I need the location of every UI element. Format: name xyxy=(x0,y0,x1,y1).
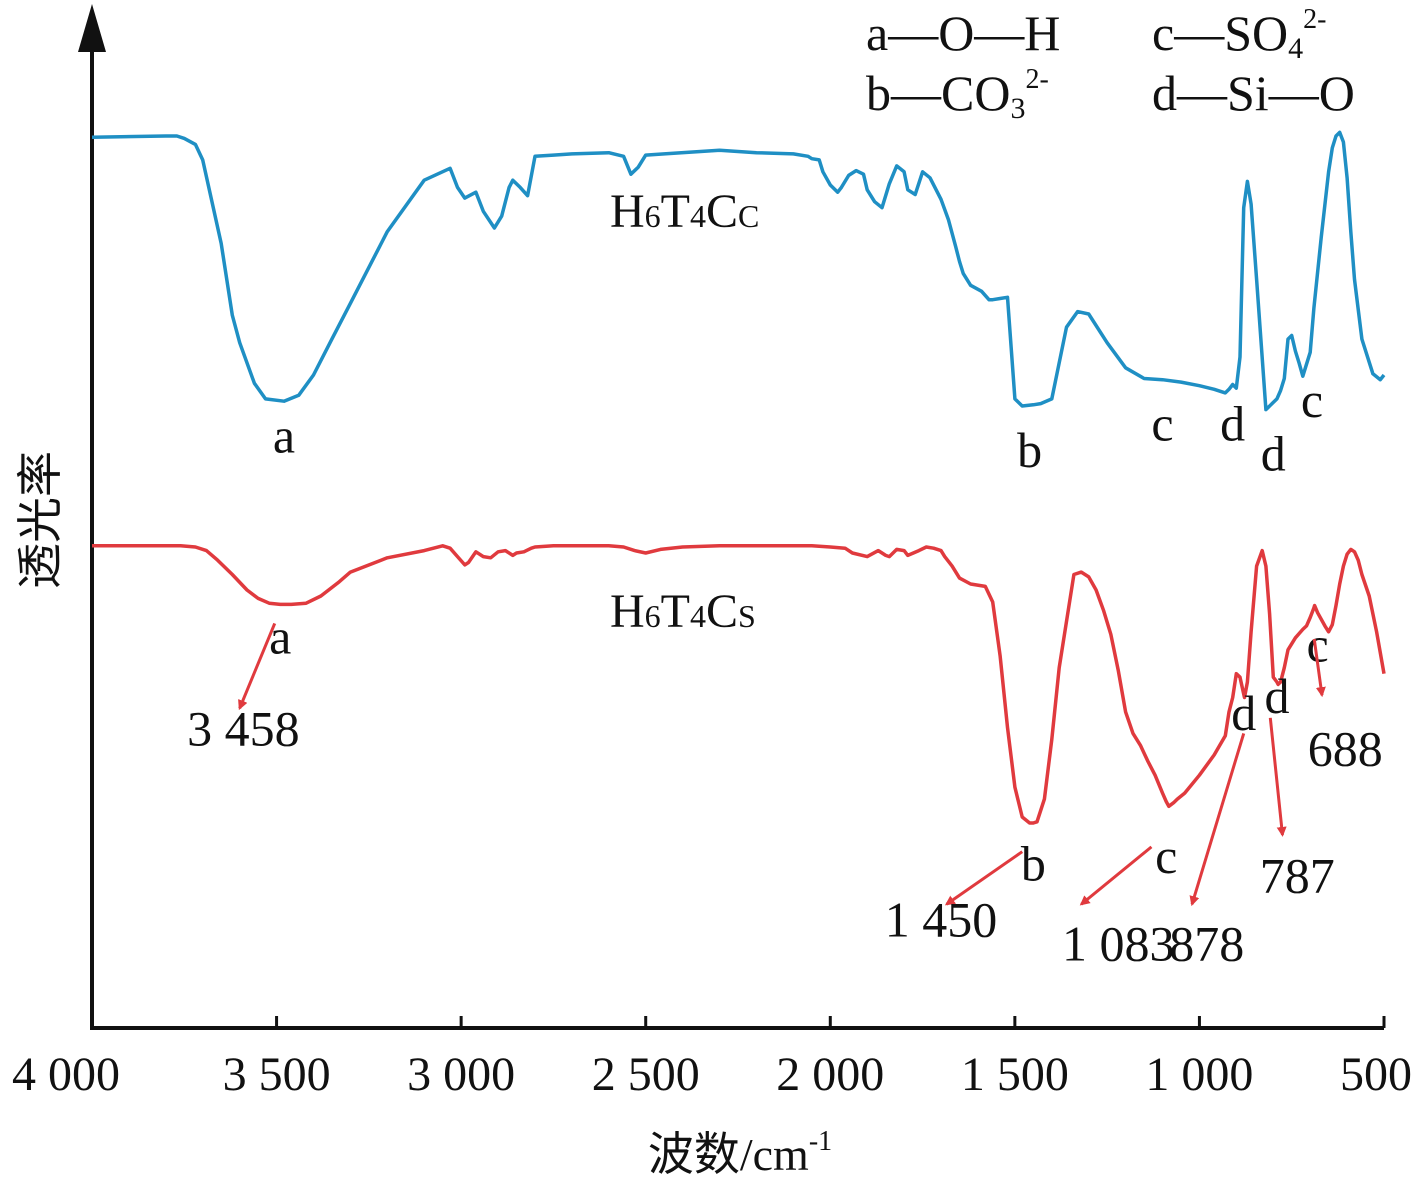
x-tick-label: 500 xyxy=(1340,1048,1412,1101)
series-label-h6t4cc: H6T4CC xyxy=(610,185,759,238)
annotation-arrow xyxy=(1189,732,1246,907)
peak-label-d: d xyxy=(1264,668,1289,724)
x-tick-label: 3 500 xyxy=(223,1048,331,1101)
legend-dash-b: — xyxy=(890,65,942,121)
annotation-value: 3 458 xyxy=(187,700,300,756)
y-axis-title-text: 透光率 xyxy=(15,451,66,589)
peak-label-d: d xyxy=(1261,426,1286,482)
peak-label-a: a xyxy=(273,408,295,464)
peak-label-a: a xyxy=(269,608,291,664)
series-label-h6t4cs-sub3: S xyxy=(738,598,756,634)
annotation-value: 1 083 xyxy=(1062,915,1175,971)
legend-label-d: Si—O xyxy=(1227,65,1355,121)
legend-dash-a: — xyxy=(887,5,939,61)
annotation-value: 688 xyxy=(1308,721,1383,777)
legend-item-c: c—SO42- xyxy=(1152,4,1326,65)
x-axis-title-sup: -1 xyxy=(809,1126,832,1157)
legend-dash-c: — xyxy=(1173,5,1225,61)
series-label-h6t4cc-sub3: C xyxy=(738,198,759,234)
legend-sup-b: 2- xyxy=(1025,64,1048,95)
x-tick-label: 1 500 xyxy=(961,1048,1069,1101)
annotation-value: 1 450 xyxy=(885,892,998,948)
legend-dash-d: — xyxy=(1176,65,1228,121)
annotation-arrow xyxy=(1268,717,1287,837)
legend-label-b: CO xyxy=(941,65,1010,121)
series-label-h6t4cs-mid: T xyxy=(661,585,690,638)
x-tick-label: 2 000 xyxy=(776,1048,884,1101)
peak-label-c: c xyxy=(1155,828,1177,884)
peak-label-d: d xyxy=(1231,685,1256,741)
y-axis-title: 透光率 xyxy=(15,451,66,589)
legend-key-c: c xyxy=(1152,5,1174,61)
series-label-h6t4cc-base: H xyxy=(610,185,645,238)
series-label-h6t4cc-sub1: 6 xyxy=(645,198,661,234)
series-label-h6t4cs-sub1: 6 xyxy=(645,598,661,634)
series-label-h6t4cs-end: C xyxy=(706,585,738,638)
legend-sub-c: 4 xyxy=(1288,32,1303,65)
annotation-arrow xyxy=(1079,845,1153,906)
legend-item-b: b—CO32- xyxy=(866,64,1049,125)
peak-label-c: c xyxy=(1306,617,1328,673)
x-axis-ticks: 4 000 3 500 3 000 2 500 2 000 1 500 1 000 500 xyxy=(12,1016,1412,1101)
peak-label-b: b xyxy=(1021,835,1046,891)
series-label-h6t4cs: H6T4CS xyxy=(610,585,756,638)
peak-label-b: b xyxy=(1017,422,1042,478)
x-axis-title-text: 波数/cm xyxy=(648,1129,809,1180)
x-axis-title: 波数/cm-1 xyxy=(648,1126,832,1180)
x-tick-label: 1 000 xyxy=(1145,1048,1253,1101)
legend-label-a: O—H xyxy=(938,5,1060,61)
annotation-value: 787 xyxy=(1260,847,1335,903)
x-tick-label: 3 000 xyxy=(407,1048,515,1101)
legend-label-c: SO xyxy=(1224,5,1288,61)
legend: a—O—H b—CO32- c—SO42- d—Si—O xyxy=(866,4,1355,125)
series-label-h6t4cc-sub2: 4 xyxy=(690,198,706,234)
legend-sub-b: 3 xyxy=(1010,92,1025,125)
series-line-h6t4cc xyxy=(91,130,1386,412)
peak-label-c: c xyxy=(1301,372,1323,428)
legend-sup-c: 2- xyxy=(1303,4,1326,35)
legend-key-a: a xyxy=(866,5,888,61)
annotation-arrow xyxy=(238,622,277,711)
peak-label-c: c xyxy=(1151,396,1173,452)
series-line-h6t4cs xyxy=(92,544,1386,825)
legend-item-d: d—Si—O xyxy=(1152,65,1355,121)
y-axis-arrow-icon xyxy=(78,4,106,52)
series-label-h6t4cc-end: C xyxy=(706,185,738,238)
series-label-h6t4cc-mid: T xyxy=(661,185,690,238)
annotation-arrow xyxy=(944,850,1024,906)
peak-label-d: d xyxy=(1220,396,1245,452)
annotation-value: 878 xyxy=(1169,915,1244,971)
legend-item-a: a—O—H xyxy=(866,5,1060,61)
series-label-h6t4cs-sub2: 4 xyxy=(690,598,706,634)
annotation-arrow xyxy=(1312,638,1326,698)
legend-key-b: b xyxy=(866,65,891,121)
series-label-h6t4cs-base: H xyxy=(610,585,645,638)
legend-key-d: d xyxy=(1152,65,1177,121)
x-tick-label: 2 500 xyxy=(592,1048,700,1101)
x-tick-label: 4 000 xyxy=(12,1048,120,1101)
